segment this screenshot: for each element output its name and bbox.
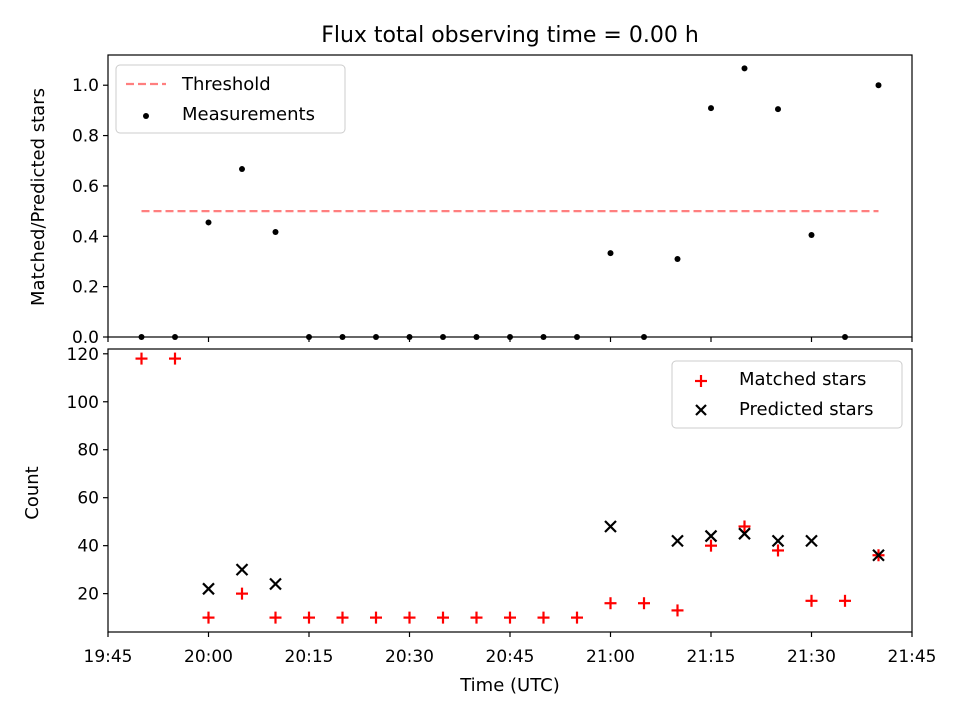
y-tick-label: 0.6 <box>72 177 99 197</box>
y-tick-label: 80 <box>77 441 99 461</box>
legend-box <box>671 360 903 429</box>
matched-star-point <box>604 597 617 610</box>
x-tick-label: 21:00 <box>586 647 635 667</box>
legend-label-predicted: Predicted stars <box>739 399 873 420</box>
measurement-point <box>808 232 815 239</box>
predicted-star-point <box>202 582 215 596</box>
legend-dot-icon <box>143 113 149 119</box>
x-tick-label: 20:00 <box>184 647 233 667</box>
chart-title: Flux total observing time = 0.00 h <box>321 23 699 48</box>
matched-star-point <box>571 611 583 624</box>
bottom-axes: 20 40 60 80 100 120 19:45 20:00 20:15 20:30 20:45 2… <box>67 345 937 667</box>
measurement-point <box>741 65 748 72</box>
x-tick-label: 20:15 <box>285 647 334 667</box>
matched-star-point <box>437 611 449 624</box>
top-panel: Flux total observing time = 0.00 h Match… <box>28 23 913 348</box>
measurement-point <box>272 229 279 236</box>
y-tick-label: 0.2 <box>72 278 99 298</box>
y-tick-label: 1.0 <box>72 76 99 96</box>
y-tick-label: 0.0 <box>72 328 99 348</box>
legend-label-matched: Matched stars <box>739 369 866 390</box>
predicted-star-point <box>771 534 785 548</box>
measurement-point <box>875 82 882 89</box>
predicted-star-point <box>805 534 818 548</box>
legend-x-marker-icon <box>695 404 707 416</box>
matched-star-point <box>839 594 851 607</box>
matched-star-point <box>671 604 684 617</box>
top-legend: Threshold Measurements <box>115 64 346 134</box>
bottom-panel: Count Time (UTC) 20 40 60 80 100 120 19:45 20:0… <box>22 345 937 696</box>
x-tick-label: 21:15 <box>687 647 736 667</box>
matched-star-point <box>236 587 248 600</box>
bottom-plot-frame <box>107 348 913 633</box>
measurement-point <box>674 255 681 262</box>
matched-star-point <box>705 539 717 552</box>
matched-star-point <box>169 352 181 365</box>
measurement-point <box>607 250 614 257</box>
measurement-point <box>205 219 212 226</box>
legend-plus-marker-icon <box>695 375 707 387</box>
matched-star-point <box>470 611 483 624</box>
x-tick-label: 20:45 <box>486 647 535 667</box>
x-tick-label: 19:45 <box>84 647 133 667</box>
matched-star-point <box>202 611 215 624</box>
top-plot-marks <box>138 65 882 340</box>
legend-box <box>115 64 346 134</box>
x-tick-label: 21:45 <box>888 647 937 667</box>
matched-star-point <box>504 611 516 624</box>
legend-label-threshold: Threshold <box>181 74 271 95</box>
y-axis-label: Count <box>22 466 43 519</box>
bottom-legend: Matched stars Predicted stars <box>671 360 903 429</box>
predicted-star-point <box>704 529 718 543</box>
matched-star-point <box>537 611 550 624</box>
y-axis-label: Matched/Predicted stars <box>28 88 49 306</box>
matched-star-point <box>403 611 416 624</box>
top-axes: 0.0 0.2 0.4 0.6 0.8 1.0 <box>72 76 913 348</box>
legend-label-measurements: Measurements <box>182 104 315 125</box>
x-axis-label: Time (UTC) <box>459 675 560 696</box>
y-tick-label: 100 <box>67 393 99 413</box>
y-tick-label: 60 <box>77 489 99 509</box>
matched-star-point <box>336 611 349 624</box>
top-plot-frame <box>107 54 913 338</box>
bottom-plot-marks <box>135 352 885 624</box>
x-tick-label: 21:30 <box>787 647 836 667</box>
matched-star-point <box>738 520 751 533</box>
y-tick-label: 20 <box>77 585 99 605</box>
measurement-point <box>775 106 781 113</box>
measurement-point <box>239 166 245 173</box>
y-tick-label: 0.4 <box>72 227 99 247</box>
predicted-star-point <box>671 534 684 548</box>
matched-star-point <box>772 544 784 557</box>
matched-star-point <box>269 611 282 624</box>
x-tick-label: 20:30 <box>385 647 434 667</box>
predicted-star-point <box>269 577 282 591</box>
matched-star-point <box>135 352 148 365</box>
predicted-star-point <box>738 527 751 540</box>
matched-star-point <box>638 597 650 610</box>
matched-star-point <box>805 594 818 607</box>
matched-star-point <box>370 611 382 624</box>
predicted-star-point <box>235 563 249 576</box>
matched-star-point <box>303 611 315 624</box>
y-tick-label: 0.8 <box>72 127 99 147</box>
predicted-star-point <box>872 548 885 562</box>
y-tick-label: 120 <box>67 345 99 365</box>
y-tick-label: 40 <box>77 537 99 557</box>
predicted-star-point <box>604 520 617 533</box>
measurement-point <box>708 105 714 112</box>
